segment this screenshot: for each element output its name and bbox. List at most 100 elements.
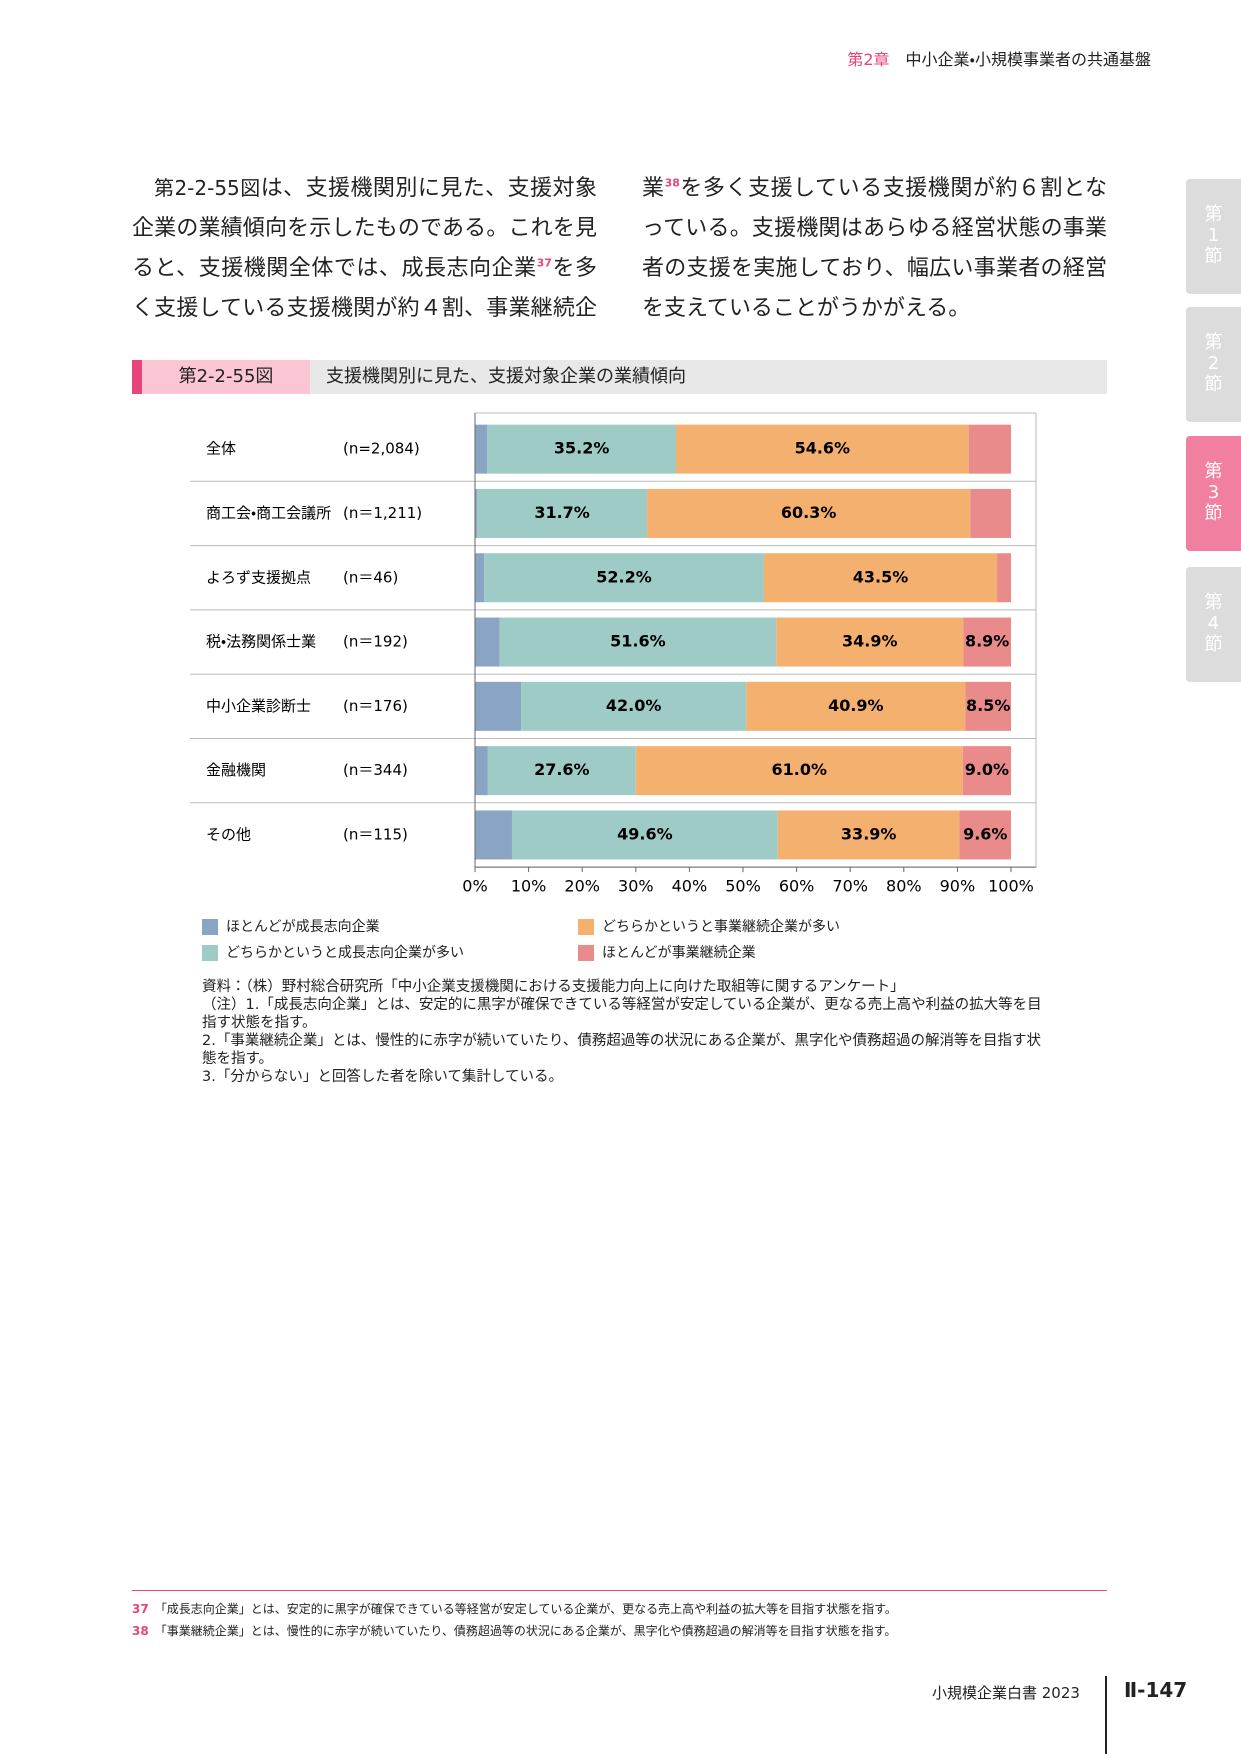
footer-rule — [1105, 1676, 1107, 1754]
x-tick-label: 100% — [988, 877, 1034, 896]
bar-segment — [475, 746, 488, 796]
x-tick-label: 0% — [462, 877, 487, 896]
footnote: 38 「事業継続企業」とは、慢性的に赤字が続いていたり、債務超過等の状況にある企業… — [132, 1620, 1107, 1642]
value-label: 8.5% — [966, 696, 1010, 715]
section-tab-label: 第3節 — [1204, 461, 1223, 524]
legend-item: ほとんどが成長志向企業 — [202, 918, 380, 936]
x-tick-label: 40% — [672, 877, 708, 896]
bar-segment — [763, 553, 998, 603]
sample-size: (n＝46) — [343, 568, 398, 586]
bar-segment — [484, 553, 764, 603]
body-run: は、支援機関別に見た、支援対象企業の業績傾向を示したものである。これを見ると、支… — [132, 175, 597, 280]
bar-segment — [959, 810, 1011, 860]
footnote-reference: 37 — [536, 256, 552, 270]
body-text: 第2-2-55図は、支援機関別に見た、支援対象企業の業績傾向を示したものである。… — [132, 168, 1107, 328]
sample-size: (n＝344) — [343, 761, 408, 779]
value-label: 43.5% — [853, 567, 909, 586]
bar-segment — [968, 424, 1011, 474]
value-label: 34.9% — [842, 632, 898, 651]
category-label: 全体 — [206, 440, 236, 458]
bar-segment — [970, 488, 1011, 538]
bar-segment — [777, 810, 960, 860]
legend-item: どちらかというと成長志向企業が多い — [202, 944, 464, 962]
section-tab: 第2節 — [1186, 307, 1241, 422]
footnote-reference: 38 — [664, 176, 680, 190]
x-tick-label: 50% — [725, 877, 761, 896]
legend-label: ほとんどが成長志向企業 — [226, 919, 380, 935]
x-tick-label: 30% — [618, 877, 654, 896]
legend-label: ほとんどが事業継続企業 — [602, 945, 756, 961]
bar-segment — [475, 424, 488, 474]
category-label: よろず支援拠点 — [206, 568, 311, 586]
bar-segment — [487, 746, 636, 796]
x-tick-label: 90% — [940, 877, 976, 896]
note: 3.「分からない」と回答した者を除いて集計している。 — [202, 1069, 563, 1085]
section-tab-label: 第2節 — [1204, 332, 1223, 395]
legend-swatch — [578, 919, 594, 935]
bar-segment — [475, 488, 478, 538]
value-label: 40.9% — [828, 696, 884, 715]
legend-label: どちらかというと事業継続企業が多い — [602, 919, 840, 935]
chapter-title: 中小企業・小規模事業者の共通基盤 — [905, 50, 1151, 69]
bar-segment — [521, 681, 747, 731]
section-tab: 第1節 — [1186, 179, 1241, 294]
x-tick-label: 10% — [511, 877, 547, 896]
bar-segment — [487, 424, 676, 474]
x-tick-label: 70% — [832, 877, 868, 896]
footnote-text: 「成長志向企業」とは、安定的に黒字が確保できている等経営が安定している企業が、更… — [154, 1602, 897, 1616]
bar-segment — [647, 488, 971, 538]
category-label: その他 — [206, 825, 251, 843]
figure-marker — [132, 360, 142, 394]
value-label: 33.9% — [841, 824, 897, 843]
footnote-number: 38 — [132, 1624, 149, 1638]
figure-header: 第2-2-55図 支援機関別に見た、支援対象企業の業績傾向 — [132, 360, 1107, 394]
sample-size: (n＝1,211) — [343, 504, 422, 522]
x-tick-label: 20% — [564, 877, 600, 896]
bar-segment — [475, 681, 522, 731]
notes: 資料：（株）野村総合研究所「中小企業支援機関における支援能力向上に向けた取組等に… — [202, 978, 1042, 1086]
bar-segment — [635, 746, 963, 796]
value-label: 31.7% — [534, 503, 590, 522]
bar-segment — [746, 681, 966, 731]
footnote-number: 37 — [132, 1602, 149, 1616]
value-label: 49.6% — [617, 824, 673, 843]
sample-size: (n＝176) — [343, 697, 408, 715]
note: 2.「事業継続企業」とは、慢性的に赤字が続いていたり、債務超過等の状況にある企業… — [202, 1033, 1042, 1067]
category-label: 金融機関 — [206, 761, 266, 779]
category-label: 中小企業診断士 — [206, 697, 311, 715]
bar-segment — [511, 810, 778, 860]
section-tab-label: 第4節 — [1204, 592, 1223, 655]
x-tick-label: 60% — [779, 877, 815, 896]
chapter: 第2章 — [847, 50, 890, 69]
value-label: 8.9% — [965, 632, 1009, 651]
value-label: 9.0% — [965, 760, 1009, 779]
legend-item: ほとんどが事業継続企業 — [578, 944, 756, 962]
bar-segment — [676, 424, 969, 474]
value-label: 27.6% — [534, 760, 590, 779]
bar-segment — [475, 553, 485, 603]
sample-size: (n＝192) — [343, 633, 408, 651]
section-tab-label: 第1節 — [1204, 204, 1223, 267]
figure-label: 第2-2-55図 — [142, 360, 310, 394]
value-label: 60.3% — [781, 503, 837, 522]
legend-item: どちらかというと事業継続企業が多い — [578, 918, 840, 936]
value-label: 51.6% — [610, 632, 666, 651]
bar-segment — [499, 617, 777, 667]
legend-swatch — [578, 945, 594, 961]
value-label: 35.2% — [554, 439, 610, 458]
bar-segment — [965, 681, 1011, 731]
legend-swatch — [202, 945, 218, 961]
footnote: 37 「成長志向企業」とは、安定的に黒字が確保できている等経営が安定している企業が… — [132, 1598, 1107, 1620]
value-label: 52.2% — [596, 567, 652, 586]
value-label: 9.6% — [963, 824, 1007, 843]
figure-reference: 第2-2-55図 — [154, 176, 261, 200]
sample-size: (n=2,084) — [343, 440, 420, 458]
figure-title: 支援機関別に見た、支援対象企業の業績傾向 — [326, 366, 686, 387]
note: 資料：（株）野村総合研究所「中小企業支援機関における支援能力向上に向けた取組等に… — [202, 979, 905, 995]
section-tab: 第4節 — [1186, 567, 1241, 682]
value-label: 42.0% — [606, 696, 662, 715]
note: （注）1.「成長志向企業」とは、安定的に黒字が確保できている等経営が安定している… — [202, 997, 1042, 1031]
chart: 全体 (n=2,084) 35.2% 54.6% 商工会・商工会議所 (n＝1,211) 3… — [190, 412, 1037, 896]
legend-swatch — [202, 919, 218, 935]
x-tick-label: 80% — [886, 877, 922, 896]
